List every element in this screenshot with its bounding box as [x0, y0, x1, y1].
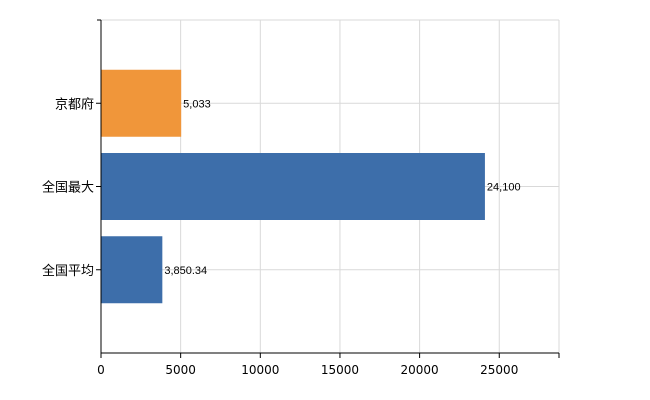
data-label: 5,033	[183, 98, 211, 110]
x-tick-label: 15000	[321, 363, 359, 377]
y-tick-label: 全国最大	[42, 180, 94, 196]
x-tick-label: 25000	[480, 363, 518, 377]
bar	[101, 69, 182, 137]
x-tick-label: 20000	[401, 363, 439, 377]
bar	[101, 153, 485, 220]
labels: 5,033 京都府 24,100 全国最大 3,850.34 全国平均 0 5000 10000…	[42, 97, 521, 377]
y-tick-label: 京都府	[55, 97, 94, 112]
y-tick-label: 全国平均	[42, 263, 94, 279]
x-tick-label: 5000	[165, 363, 196, 377]
x-tick-label: 10000	[241, 363, 279, 377]
x-tick-label: 0	[97, 363, 105, 377]
axes	[96, 19, 560, 358]
data-label: 3,850.34	[164, 265, 207, 277]
data-label: 24,100	[487, 182, 521, 194]
bar	[101, 236, 163, 304]
bars	[101, 69, 485, 304]
